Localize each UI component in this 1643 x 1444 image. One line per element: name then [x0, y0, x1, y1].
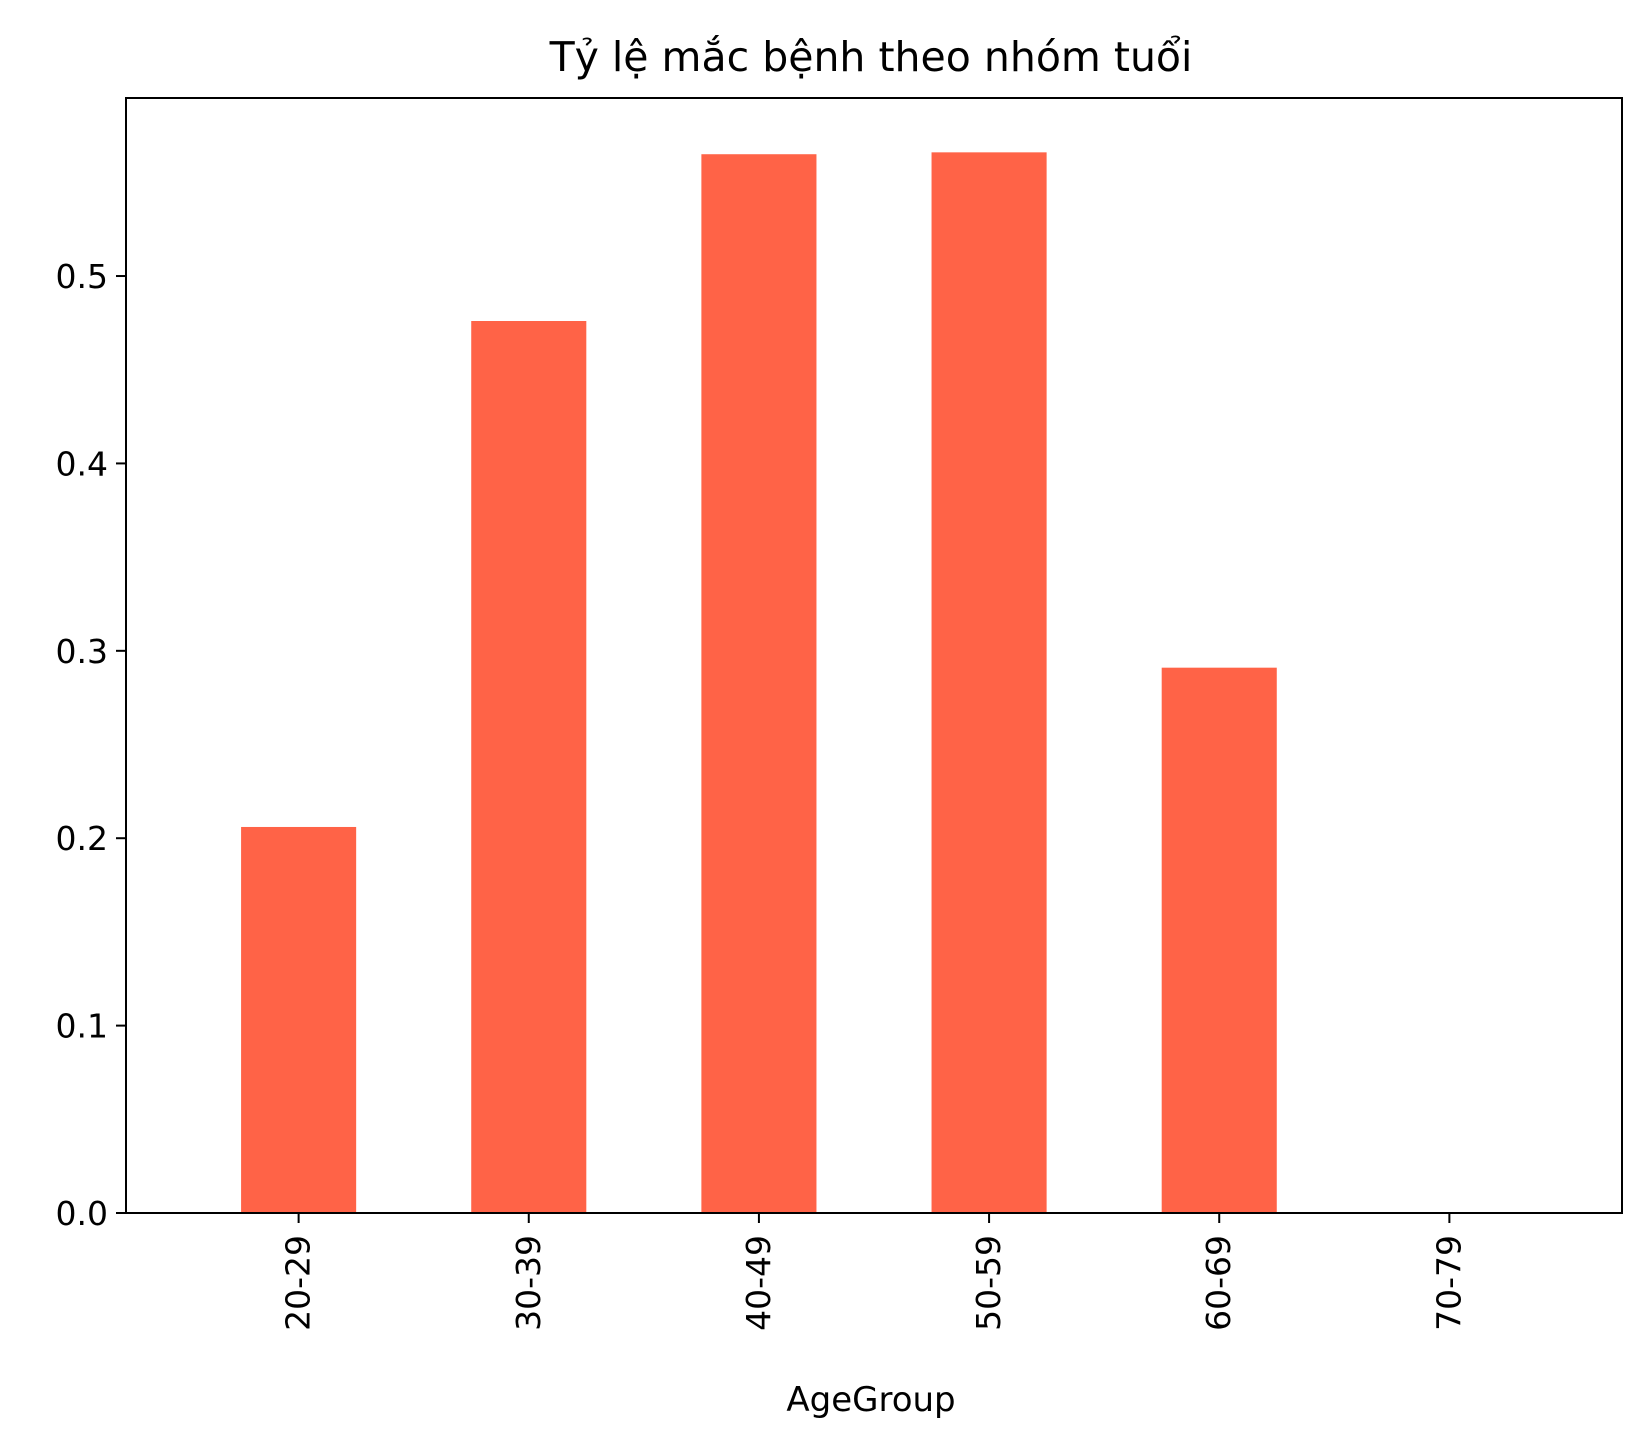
y-tick-label-0.3: 0.3	[56, 632, 108, 671]
y-axis: 0.0 0.1 0.2 0.3 0.4 0.5	[56, 257, 126, 1233]
bar-30-39	[471, 321, 587, 1213]
y-tick-label-0.0: 0.0	[56, 1194, 108, 1233]
x-tick-label-30-39: 30-39	[509, 1235, 548, 1331]
bar-20-29	[241, 826, 357, 1213]
y-tick-label-0.4: 0.4	[56, 444, 108, 483]
bar-40-49	[701, 154, 817, 1214]
bars-layer	[241, 152, 1277, 1214]
x-axis: 20-29 30-39 40-49 50-59 60-69 70-79	[279, 1213, 1468, 1331]
x-axis-title: AgeGroup	[786, 1380, 955, 1420]
x-tick-label-70-79: 70-79	[1429, 1235, 1468, 1331]
x-tick-label-20-29: 20-29	[279, 1235, 318, 1331]
x-tick-label-50-59: 50-59	[969, 1235, 1008, 1331]
x-tick-label-40-49: 40-49	[739, 1235, 778, 1331]
chart-title: Tỷ lệ mắc bệnh theo nhóm tuổi	[549, 33, 1193, 81]
x-tick-label-60-69: 60-69	[1199, 1235, 1238, 1331]
y-tick-label-0.5: 0.5	[56, 257, 108, 296]
y-tick-label-0.1: 0.1	[56, 1007, 108, 1046]
bar-60-69	[1161, 667, 1277, 1213]
plot-frame	[125, 97, 1623, 1214]
bar-50-59	[931, 152, 1047, 1214]
y-tick-label-0.2: 0.2	[56, 819, 108, 858]
